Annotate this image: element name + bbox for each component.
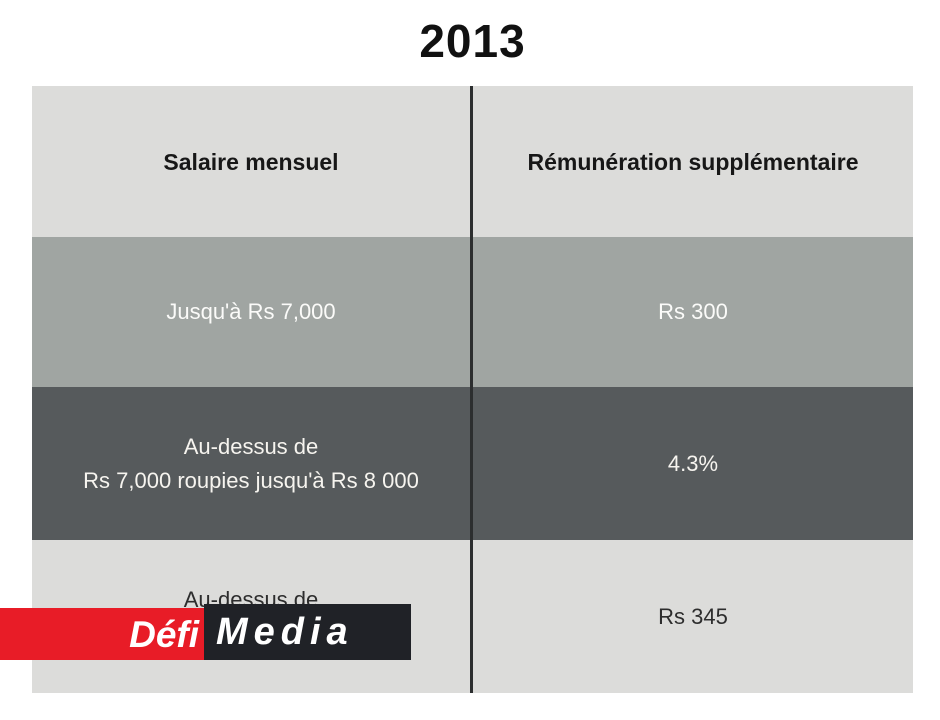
compensation-cell: Rs 345 (658, 603, 728, 629)
logo-media-segment: Media (204, 604, 411, 660)
logo-media-text: Media (216, 611, 354, 653)
salary-cell: Au-dessus de Rs 7,000 roupies jusqu'à Rs… (32, 387, 470, 540)
logo-defi-segment: Défi (0, 608, 204, 660)
compensation-cell: 4.3% (667, 450, 719, 476)
salary-cell: Jusqu'à Rs 7,000 (166, 299, 336, 324)
header-remuneration-supplementaire: Rémunération supplémentaire (527, 148, 859, 175)
logo-defi-text: Défi (129, 613, 199, 655)
salary-line-2: Rs 7,000 roupies jusqu'à Rs 8 000 (83, 467, 419, 493)
page-title: 2013 (419, 15, 526, 67)
salary-line-1: Au-dessus de (183, 433, 319, 459)
header-salaire-mensuel: Salaire mensuel (163, 148, 339, 175)
defi-media-logo: Défi Media (0, 604, 411, 660)
salary-table: Salaire mensuel Rémunération supplémenta… (32, 86, 913, 693)
compensation-cell: Rs 300 (658, 299, 728, 324)
column-divider-line (470, 86, 473, 693)
